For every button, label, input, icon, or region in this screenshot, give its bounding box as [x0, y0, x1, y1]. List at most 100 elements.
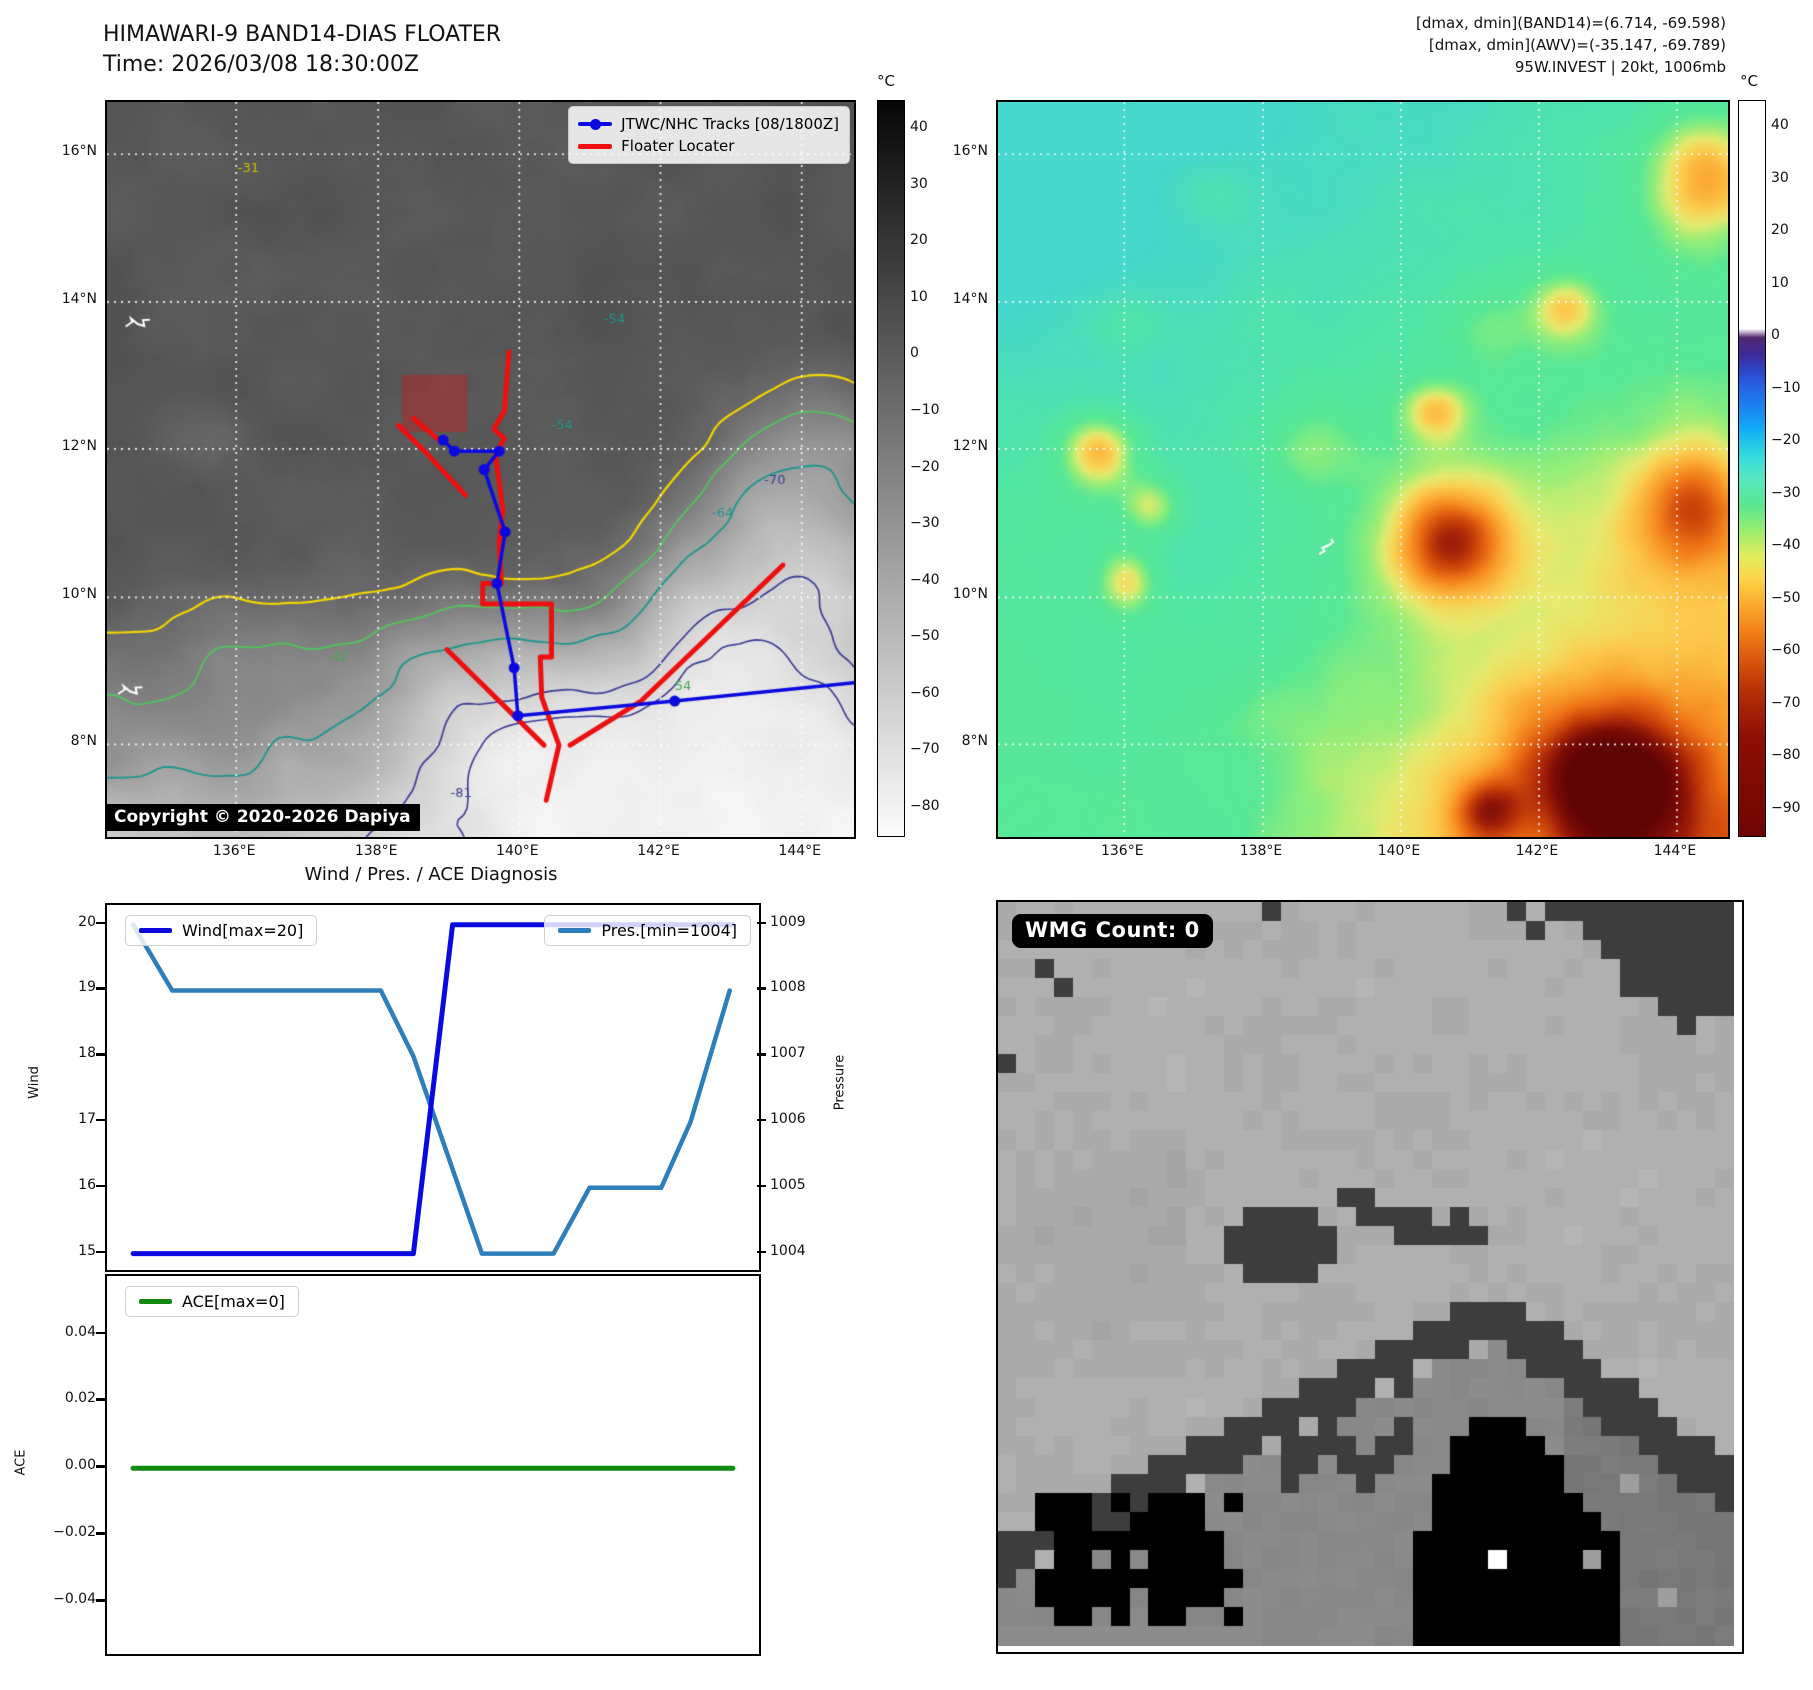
- pressure-tick-mark: [757, 1053, 766, 1056]
- awv-cb-tick: −60: [1771, 642, 1801, 659]
- band14-cb-tick: 0: [910, 345, 919, 362]
- awv-cb-tick: −30: [1771, 484, 1801, 501]
- band14-x-tick: 144°E: [778, 843, 821, 859]
- series-Pres.[min=1004]: [130, 922, 732, 1256]
- ace-legend: ACE[max=0]: [125, 1286, 299, 1317]
- pressure-y-tick: 1007: [770, 1045, 806, 1062]
- ace-y-tick: 0.00: [64, 1457, 96, 1474]
- ace-chart: ACE[max=0]: [105, 1274, 761, 1656]
- band14-y-tick: 8°N: [70, 733, 97, 750]
- band14-cb-tick: 20: [910, 232, 928, 249]
- ace-legend-swatch: [139, 1299, 172, 1304]
- band14-cb-tick: −30: [910, 515, 940, 532]
- ace-tick-mark: [96, 1331, 105, 1334]
- legend-row-floater: Floater Locater: [578, 135, 839, 157]
- ace-y-tick: −0.02: [53, 1524, 96, 1541]
- legend-tracks-label: JTWC/NHC Tracks [08/1800Z]: [621, 115, 839, 133]
- awv-cb-tick: −90: [1771, 799, 1801, 816]
- pressure-tick-mark: [757, 987, 766, 990]
- awv-y-tick: 10°N: [952, 586, 988, 603]
- awv-y-tick: 14°N: [952, 290, 988, 307]
- awv-cb-tick: 0: [1771, 327, 1780, 344]
- wind-tick-mark: [96, 1053, 105, 1056]
- awv-colorbar: [1738, 100, 1766, 837]
- ace-plot: [130, 1465, 736, 1471]
- wmg-count-badge: WMG Count: 0: [1012, 914, 1213, 948]
- band14-cb-tick: −20: [910, 458, 940, 475]
- ace-tick-mark: [96, 1599, 105, 1602]
- awv-header: [dmax, dmin](BAND14)=(6.714, -69.598) [d…: [1416, 12, 1726, 78]
- band14-x-tick: 140°E: [496, 843, 539, 859]
- wind-tick-mark: [96, 1184, 105, 1188]
- awv-x-tick: 140°E: [1377, 843, 1421, 859]
- wind-axis-label: Wind: [26, 1066, 42, 1099]
- band14-subtitle: Time: 2026/03/08 18:30:00Z: [103, 52, 419, 77]
- ace-legend-label: ACE[max=0]: [182, 1292, 285, 1311]
- wind-y-tick: 20: [78, 913, 96, 930]
- band14-cb-tick: −40: [910, 571, 940, 588]
- awv-cb-tick: −40: [1771, 537, 1801, 554]
- track-line-swatch: [578, 118, 613, 130]
- pressure-tick-mark: [757, 1250, 766, 1253]
- pressure-legend-label: Pres.[min=1004]: [601, 921, 737, 940]
- awv-header-line3: 95W.INVEST | 20kt, 1006mb: [1514, 58, 1726, 76]
- band14-y-tick: 14°N: [61, 290, 97, 307]
- wind-pressure-chart: Wind[max=20] Pres.[min=1004]: [105, 903, 761, 1272]
- ace-y-tick: 0.04: [64, 1323, 96, 1340]
- band14-cb-tick: −50: [910, 628, 940, 645]
- diagnosis-title: Wind / Pres. / ACE Diagnosis: [304, 864, 558, 885]
- pressure-y-tick: 1009: [770, 913, 806, 930]
- pressure-y-tick: 1004: [770, 1242, 806, 1259]
- band14-colorbar: [877, 100, 905, 837]
- awv-colorbar-unit: °C: [1740, 72, 1758, 90]
- band14-y-tick: 12°N: [61, 437, 97, 454]
- legend-row-tracks: JTWC/NHC Tracks [08/1800Z]: [578, 113, 839, 135]
- wind-tick-mark: [96, 921, 105, 925]
- awv-cb-tick: −20: [1771, 432, 1801, 449]
- awv-y-tick: 8°N: [961, 733, 988, 750]
- ace-tick-mark: [96, 1465, 105, 1468]
- band14-title-block: HIMAWARI-9 BAND14-DIAS FLOATER Time: 202…: [103, 20, 501, 80]
- band14-y-tick: 10°N: [61, 586, 97, 603]
- ace-axis-label: ACE: [13, 1449, 29, 1476]
- awv-y-tick: 12°N: [952, 437, 988, 454]
- band14-x-tick: 136°E: [212, 843, 256, 859]
- pressure-axis-label: Pressure: [832, 1054, 848, 1111]
- wind-tick-mark: [96, 987, 105, 990]
- awv-x-tick: 138°E: [1239, 843, 1283, 859]
- awv-cb-tick: −50: [1771, 589, 1801, 606]
- wind-legend-swatch: [139, 928, 172, 933]
- awv-header-line2: [dmax, dmin](AWV)=(-35.147, -69.789): [1428, 36, 1726, 54]
- band14-cb-tick: −80: [910, 797, 940, 814]
- legend-floater-label: Floater Locater: [621, 137, 735, 155]
- band14-title: HIMAWARI-9 BAND14-DIAS FLOATER: [103, 22, 502, 47]
- pressure-tick-mark: [757, 1184, 766, 1188]
- awv-header-line1: [dmax, dmin](BAND14)=(6.714, -69.598): [1415, 14, 1726, 32]
- band14-cb-tick: 10: [910, 288, 928, 305]
- wind-y-tick: 18: [78, 1045, 96, 1062]
- awv-cb-tick: 10: [1771, 274, 1789, 291]
- band14-x-tick: 138°E: [354, 843, 398, 859]
- band14-satellite-image: [107, 102, 854, 837]
- awv-cb-tick: −80: [1771, 747, 1801, 764]
- band14-cb-tick: −10: [910, 401, 940, 418]
- ace-tick-mark: [96, 1532, 105, 1535]
- wmg-panel: WMG Count: 0: [996, 900, 1744, 1654]
- band14-y-tick: 16°N: [61, 143, 97, 160]
- wmg-pixel-image: [998, 902, 1734, 1646]
- band14-map: JTWC/NHC Tracks [08/1800Z] Floater Locat…: [105, 100, 856, 839]
- wind-tick-mark: [96, 1250, 105, 1253]
- ace-y-tick: −0.04: [53, 1591, 96, 1608]
- awv-cb-tick: 20: [1771, 222, 1789, 239]
- band14-x-tick: 142°E: [637, 843, 680, 859]
- band14-cb-tick: 40: [910, 119, 928, 136]
- band14-legend: JTWC/NHC Tracks [08/1800Z] Floater Locat…: [568, 106, 850, 164]
- awv-cb-tick: −10: [1771, 379, 1801, 396]
- pressure-legend: Pres.[min=1004]: [544, 915, 751, 946]
- band14-cb-tick: −60: [910, 684, 940, 701]
- pressure-y-tick: 1005: [770, 1176, 806, 1193]
- pressure-y-tick: 1006: [770, 1111, 806, 1128]
- wind-y-tick: 19: [78, 979, 96, 996]
- band14-cb-tick: 30: [910, 175, 928, 192]
